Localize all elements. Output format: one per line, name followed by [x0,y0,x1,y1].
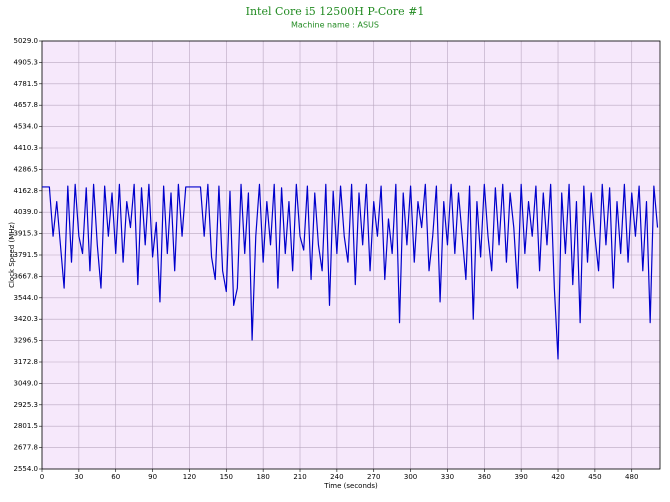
y-tick-label: 3049.0 [14,379,39,387]
data-line [42,183,659,360]
y-axis-label: Clock Speed (MHz) [8,222,16,288]
x-tick-label: 240 [330,473,343,481]
x-tick-label: 150 [220,473,233,481]
x-axis-label: Time (seconds) [323,482,378,490]
y-tick-label: 2677.8 [14,444,39,452]
y-tick-label: 3172.8 [14,358,39,366]
x-tick-label: 30 [74,473,83,481]
y-tick-label: 2925.3 [14,401,39,409]
chart-title: Intel Core i5 12500H P-Core #1 [246,5,425,18]
y-tick-label: 4286.5 [14,165,39,173]
x-tick-label: 330 [441,473,454,481]
y-tick-label: 4534.0 [14,123,39,131]
x-tick-label: 270 [367,473,380,481]
y-tick-label: 4162.8 [14,187,39,195]
chart-subtitle: Machine name : ASUS [291,21,379,30]
y-tick-label: 4781.5 [14,80,39,88]
y-tick-label: 5029.0 [14,37,39,45]
x-tick-label: 0 [40,473,44,481]
y-tick-label: 3667.8 [14,272,39,280]
x-tick-label: 360 [478,473,491,481]
y-tick-label: 3791.5 [14,251,39,259]
y-tick-label: 2801.5 [14,422,39,430]
x-tick-label: 390 [514,473,527,481]
x-tick-label: 120 [183,473,196,481]
x-tick-label: 90 [148,473,157,481]
x-tick-label: 480 [625,473,638,481]
y-tick-label: 3544.0 [14,294,39,302]
y-tick-label: 4410.3 [14,144,39,152]
x-tick-label: 60 [111,473,120,481]
x-tick-label: 300 [404,473,417,481]
y-tick-label: 4905.3 [14,58,39,66]
x-tick-label: 450 [588,473,601,481]
y-tick-label: 3420.3 [14,315,39,323]
x-tick-label: 420 [551,473,564,481]
y-tick-label: 4039.0 [14,208,39,216]
y-tick-label: 3915.3 [14,230,39,238]
y-tick-label: 4657.8 [14,101,39,109]
plot-frame [41,40,661,470]
y-tick-label: 3296.5 [14,337,39,345]
y-tick-label: 2554.0 [14,465,39,473]
x-tick-label: 180 [256,473,269,481]
x-tick-label: 210 [293,473,306,481]
